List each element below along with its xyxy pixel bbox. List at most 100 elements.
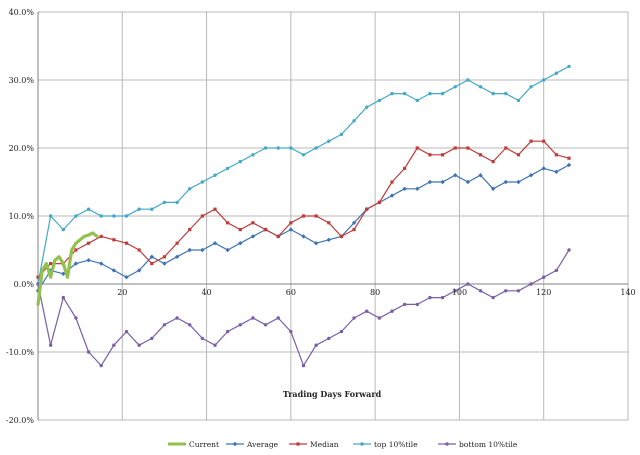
data-point <box>212 241 218 246</box>
data-point <box>150 207 154 211</box>
data-point <box>339 132 344 137</box>
data-point <box>402 302 407 307</box>
legend-label: Average <box>246 440 279 449</box>
chart-tick-labels: -20.0% -10.0% 0.0% 10.0% 20.0% 30.0% 40.0% 20 40… <box>6 8 636 425</box>
y-tick-label: 30.0% <box>9 76 35 85</box>
legend-item-average: Average <box>226 440 279 449</box>
data-point <box>99 214 103 218</box>
data-point <box>466 78 470 82</box>
data-point <box>301 214 306 218</box>
data-point <box>528 173 534 178</box>
data-point <box>516 289 521 293</box>
data-point <box>504 289 508 293</box>
data-point <box>238 228 242 232</box>
data-point <box>541 166 546 171</box>
data-point <box>301 234 306 239</box>
data-point <box>377 98 382 103</box>
data-point <box>175 200 179 205</box>
series-median <box>36 139 571 279</box>
data-point <box>238 241 243 246</box>
data-point <box>301 363 306 368</box>
data-point <box>503 179 508 185</box>
data-point <box>516 153 521 157</box>
data-point <box>529 85 533 89</box>
data-point <box>466 282 470 286</box>
series-line <box>37 140 570 278</box>
data-point <box>440 179 445 185</box>
data-point <box>296 442 300 446</box>
data-point <box>478 173 483 178</box>
data-point <box>263 323 268 327</box>
data-point <box>542 275 546 279</box>
data-point <box>504 91 508 96</box>
data-point <box>516 98 521 103</box>
legend-item-current: Current <box>168 440 219 449</box>
x-tick-label: 80 <box>370 288 380 297</box>
data-point <box>225 166 230 171</box>
series-line <box>36 231 99 306</box>
x-tick-label: 120 <box>536 288 551 297</box>
data-point <box>276 146 280 150</box>
data-point <box>232 441 238 447</box>
data-point <box>352 316 356 320</box>
data-point <box>225 329 230 334</box>
data-point <box>491 160 495 164</box>
data-point <box>289 329 293 334</box>
data-point <box>365 309 369 313</box>
series-line <box>37 65 570 285</box>
legend-label: Current <box>189 440 219 449</box>
chart-legend: Current Average Median top 10%tile bottom 10… <box>168 440 518 449</box>
series-top-10-tile <box>36 64 571 286</box>
data-point <box>529 139 533 143</box>
data-point <box>99 261 104 266</box>
data-point <box>390 309 394 313</box>
data-point <box>339 329 344 334</box>
data-point <box>175 316 179 320</box>
data-point <box>415 302 419 307</box>
data-point <box>490 186 496 191</box>
data-point <box>162 323 167 327</box>
data-point <box>314 214 318 218</box>
data-point <box>137 343 141 347</box>
data-point <box>124 214 129 218</box>
data-point <box>453 85 457 89</box>
data-point <box>478 85 483 89</box>
data-point <box>516 179 521 185</box>
legend-item-top-10-tile: top 10%tile <box>353 440 418 449</box>
data-point <box>99 363 103 368</box>
data-point <box>351 220 357 225</box>
data-point <box>73 261 79 266</box>
data-point <box>402 91 407 96</box>
data-point <box>415 98 419 103</box>
data-point <box>124 329 129 334</box>
data-point <box>326 237 331 242</box>
x-axis-title: Trading Days Forward <box>283 389 382 399</box>
x-tick-label: 40 <box>201 288 211 297</box>
data-point <box>124 241 129 245</box>
data-point <box>389 193 395 198</box>
data-point <box>542 78 546 82</box>
data-point <box>567 248 571 252</box>
data-point <box>402 186 407 191</box>
series-line <box>37 164 570 292</box>
data-point <box>187 247 192 253</box>
data-point <box>86 258 91 263</box>
data-point <box>213 173 217 177</box>
data-point <box>339 234 344 238</box>
data-point <box>200 180 205 184</box>
legend-label: bottom 10%tile <box>459 440 518 449</box>
data-point <box>440 295 445 300</box>
data-point <box>445 442 449 446</box>
data-point <box>86 207 91 211</box>
data-point <box>415 146 419 150</box>
data-point <box>390 180 394 184</box>
x-tick-label: 60 <box>286 288 296 297</box>
data-point <box>466 146 470 150</box>
data-point <box>174 254 180 259</box>
data-point <box>86 241 91 245</box>
legend-item-median: Median <box>289 440 339 449</box>
data-point <box>313 241 319 246</box>
data-point <box>263 228 268 232</box>
data-point <box>465 179 471 185</box>
